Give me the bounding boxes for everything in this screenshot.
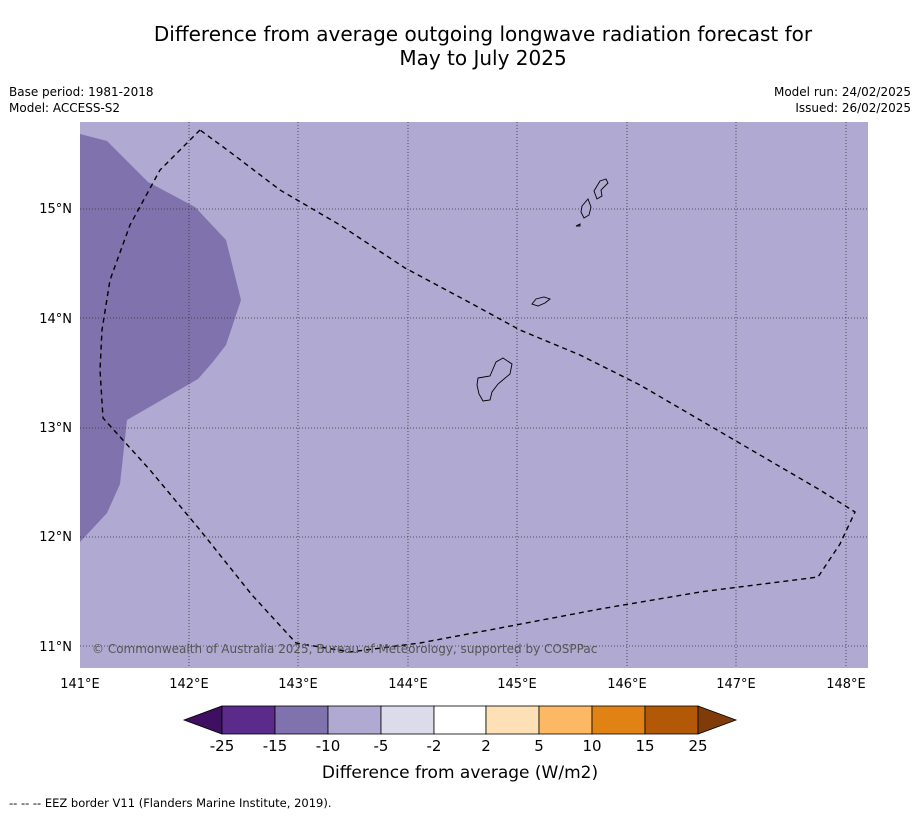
colorbar-segment — [485, 705, 540, 735]
lon-tick: 141°E — [60, 677, 100, 692]
colorbar-tick: 2 — [481, 737, 491, 755]
map-title: Difference from average outgoing longwav… — [120, 22, 846, 70]
base-period: Base period: 1981-2018 — [9, 85, 154, 99]
meta-left: Base period: 1981-2018 Model: ACCESS-S2 — [9, 84, 154, 116]
colorbar-tick-labels: -25 -15 -10 -5 -2 2 5 10 15 25 — [210, 737, 708, 755]
lon-tick-labels: 141°E 142°E 143°E 144°E 145°E 146°E 147°… — [60, 677, 866, 692]
colorbar-tick: -5 — [374, 737, 389, 755]
islands — [476, 178, 609, 402]
lat-tick: 13°N — [39, 421, 72, 436]
lat-tick: 15°N — [39, 202, 72, 217]
colorbar-tick: 10 — [582, 737, 601, 755]
title-line-1: Difference from average outgoing longwav… — [153, 22, 813, 46]
colorbar-segment — [591, 705, 646, 735]
meta-right: Model run: 24/02/2025 Issued: 26/02/2025 — [774, 84, 911, 116]
lon-tick: 145°E — [497, 677, 537, 692]
colorbar-segment — [221, 705, 276, 735]
lat-tick: 14°N — [39, 312, 72, 327]
map-background — [80, 122, 868, 668]
colorbar-label: Difference from average (W/m2) — [322, 763, 598, 783]
lon-tick: 144°E — [388, 677, 428, 692]
lat-tick: 12°N — [39, 530, 72, 545]
colorbar-tick: 5 — [534, 737, 544, 755]
colorbar-tick: 15 — [635, 737, 654, 755]
guam-island — [476, 357, 513, 402]
lon-tick: 143°E — [278, 677, 318, 692]
colorbar-segment — [644, 705, 699, 735]
colorbar-tick: -15 — [263, 737, 288, 755]
colorbar-segment — [433, 705, 487, 735]
eez-footnote: -- -- -- EEZ border V11 (Flanders Marine… — [9, 796, 332, 810]
issued-date: Issued: 26/02/2025 — [795, 101, 911, 115]
colorbar-tick: -2 — [427, 737, 442, 755]
lat-tick-labels: 15°N 14°N 13°N 12°N 11°N — [39, 202, 72, 655]
colorbar-tick: 25 — [688, 737, 707, 755]
colorbar-segment — [380, 705, 435, 735]
colorbar-segment — [327, 705, 382, 735]
colorbar-max-extension — [697, 705, 738, 735]
colorbar — [182, 705, 738, 735]
tinian-island — [580, 198, 592, 219]
model-name: Model: ACCESS-S2 — [9, 101, 121, 115]
anomaly-region — [80, 134, 241, 542]
saipan-island — [593, 178, 609, 200]
colorbar-min-extension — [182, 705, 223, 735]
colorbar-tick: -10 — [316, 737, 341, 755]
colorbar-segment — [274, 705, 329, 735]
rota-island — [531, 296, 551, 307]
gridlines — [80, 122, 868, 668]
copyright-text: © Commonwealth of Australia 2025, Bureau… — [92, 642, 597, 656]
lon-tick: 142°E — [169, 677, 209, 692]
aguijan-islet — [575, 223, 581, 227]
lat-tick: 11°N — [39, 640, 72, 655]
colorbar-tick: -25 — [210, 737, 235, 755]
lon-tick: 146°E — [607, 677, 647, 692]
colorbar-segment — [538, 705, 593, 735]
model-run: Model run: 24/02/2025 — [773, 85, 911, 99]
lon-tick: 147°E — [716, 677, 756, 692]
title-line-2: May to July 2025 — [399, 46, 567, 70]
lon-tick: 148°E — [826, 677, 866, 692]
